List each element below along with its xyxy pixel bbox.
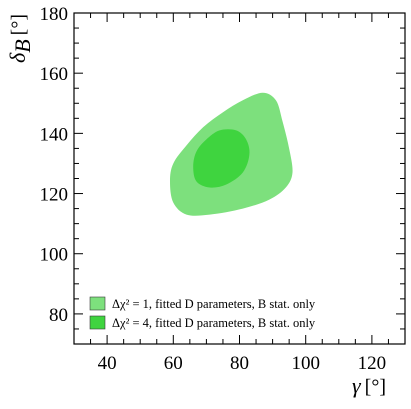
y-tick-label: 180 [40,4,69,25]
legend-label-1: Δχ² = 1, fitted D parameters, B stat. on… [112,297,316,311]
y-tick-label: 160 [40,64,69,85]
x-tick-label: 40 [98,353,117,374]
y-tick-label: 100 [40,245,69,266]
legend: Δχ² = 1, fitted D parameters, B stat. on… [89,296,316,330]
y-axis-label: δB[°] [5,14,35,63]
x-tick-label: 80 [230,353,249,374]
x-axis-label: γ [°] [352,373,386,398]
contour-regions [170,92,293,216]
x-tick-label: 100 [291,353,320,374]
y-tick-label: 120 [40,185,69,206]
axis-ticks [74,13,405,344]
x-tick-label: 60 [164,353,183,374]
legend-swatch-2 [89,315,106,330]
legend-swatch-1 [89,296,106,311]
y-tick-label: 80 [49,305,68,326]
legend-label-2: Δχ² = 4, fitted D parameters, B stat. on… [112,316,316,330]
y-tick-label: 140 [40,124,69,145]
tick-labels: 40 60 80 100 120 80 100 120 140 160 180 [40,4,387,374]
x-tick-label: 120 [358,353,387,374]
contour-region-2 [193,129,250,188]
